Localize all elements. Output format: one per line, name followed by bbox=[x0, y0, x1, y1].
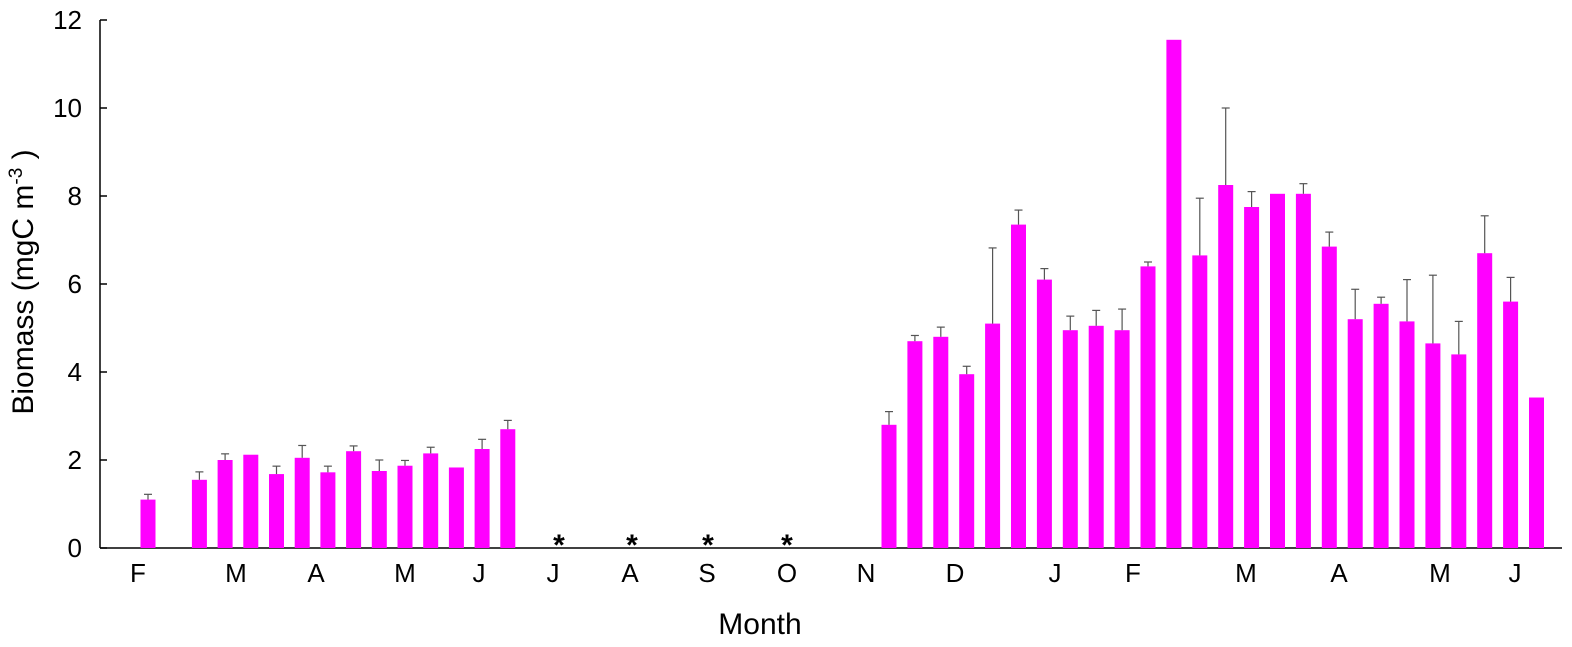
bar bbox=[1270, 193, 1285, 549]
bar bbox=[1477, 253, 1493, 548]
x-tick-label: M bbox=[225, 558, 247, 588]
bar bbox=[1011, 224, 1026, 548]
bar bbox=[933, 336, 949, 548]
x-tick-label: J bbox=[1049, 558, 1062, 588]
bar bbox=[448, 467, 464, 548]
bar bbox=[1529, 397, 1544, 548]
bar bbox=[1503, 301, 1519, 548]
x-tick-label: A bbox=[621, 558, 639, 588]
y-tick-label: 8 bbox=[68, 181, 82, 211]
x-tick-label: D bbox=[946, 558, 965, 588]
x-tick-label: F bbox=[1125, 558, 1141, 588]
bar bbox=[1192, 255, 1208, 548]
bar bbox=[959, 374, 975, 548]
y-axis-title-main: Biomass (mgC m bbox=[7, 185, 40, 415]
y-tick-label: 10 bbox=[53, 93, 82, 123]
no-data-marker: * bbox=[781, 529, 793, 562]
y-axis-title-superscript: -3 bbox=[6, 168, 27, 185]
y-tick-label: 0 bbox=[68, 533, 82, 563]
bar bbox=[269, 474, 284, 548]
no-data-markers: * * * * bbox=[553, 529, 793, 562]
bar bbox=[1295, 193, 1311, 549]
bars bbox=[140, 39, 1544, 549]
bar bbox=[1036, 279, 1052, 548]
y-tick-label: 4 bbox=[68, 357, 82, 387]
bar bbox=[371, 471, 387, 548]
bar bbox=[1425, 343, 1441, 548]
y-tick-label: 12 bbox=[53, 5, 82, 35]
x-tick-label: N bbox=[857, 558, 876, 588]
bar bbox=[881, 424, 897, 548]
bar bbox=[397, 465, 413, 548]
y-tick-label: 6 bbox=[68, 269, 82, 299]
bar bbox=[217, 460, 233, 548]
bar bbox=[1373, 303, 1389, 548]
bar bbox=[1347, 319, 1363, 548]
x-tick-label: M bbox=[1235, 558, 1257, 588]
bar bbox=[500, 429, 516, 548]
x-tick-label: M bbox=[394, 558, 416, 588]
bar bbox=[243, 454, 259, 548]
bar bbox=[1218, 185, 1234, 548]
x-tick-label: O bbox=[777, 558, 797, 588]
axes bbox=[99, 20, 1562, 549]
error-bars bbox=[144, 107, 1515, 500]
y-ticks: 0 2 4 6 8 10 12 bbox=[53, 5, 107, 563]
x-tick-label: J bbox=[473, 558, 486, 588]
x-tick-label: F bbox=[130, 558, 146, 588]
x-tick-label: A bbox=[307, 558, 325, 588]
y-tick-label: 2 bbox=[68, 445, 82, 475]
bar bbox=[423, 453, 439, 548]
x-tick-label: S bbox=[698, 558, 715, 588]
bar bbox=[346, 451, 362, 548]
bar bbox=[1062, 330, 1078, 548]
y-axis-title: Biomass (mgC m-3 ) bbox=[6, 149, 40, 414]
bar bbox=[1166, 39, 1182, 549]
bar bbox=[1088, 325, 1104, 548]
x-tick-label: M bbox=[1429, 558, 1451, 588]
no-data-marker: * bbox=[553, 529, 565, 562]
bar bbox=[985, 323, 1001, 548]
y-axis-title-close: ) bbox=[7, 149, 40, 167]
x-axis-title: Month bbox=[718, 608, 801, 641]
bar bbox=[140, 499, 156, 548]
bar bbox=[1140, 266, 1156, 548]
bar bbox=[191, 479, 207, 548]
x-tick-label: J bbox=[1509, 558, 1522, 588]
bar bbox=[1399, 321, 1415, 548]
x-tick-label: J bbox=[547, 558, 560, 588]
bar bbox=[1114, 330, 1130, 548]
bar bbox=[294, 457, 310, 548]
no-data-marker: * bbox=[702, 529, 714, 562]
bar bbox=[907, 341, 923, 548]
no-data-marker: * bbox=[626, 529, 638, 562]
bar bbox=[320, 472, 336, 548]
bar bbox=[474, 449, 490, 548]
bar bbox=[1321, 246, 1337, 548]
bar bbox=[1451, 354, 1467, 548]
x-tick-label: A bbox=[1330, 558, 1348, 588]
bar bbox=[1244, 207, 1260, 548]
